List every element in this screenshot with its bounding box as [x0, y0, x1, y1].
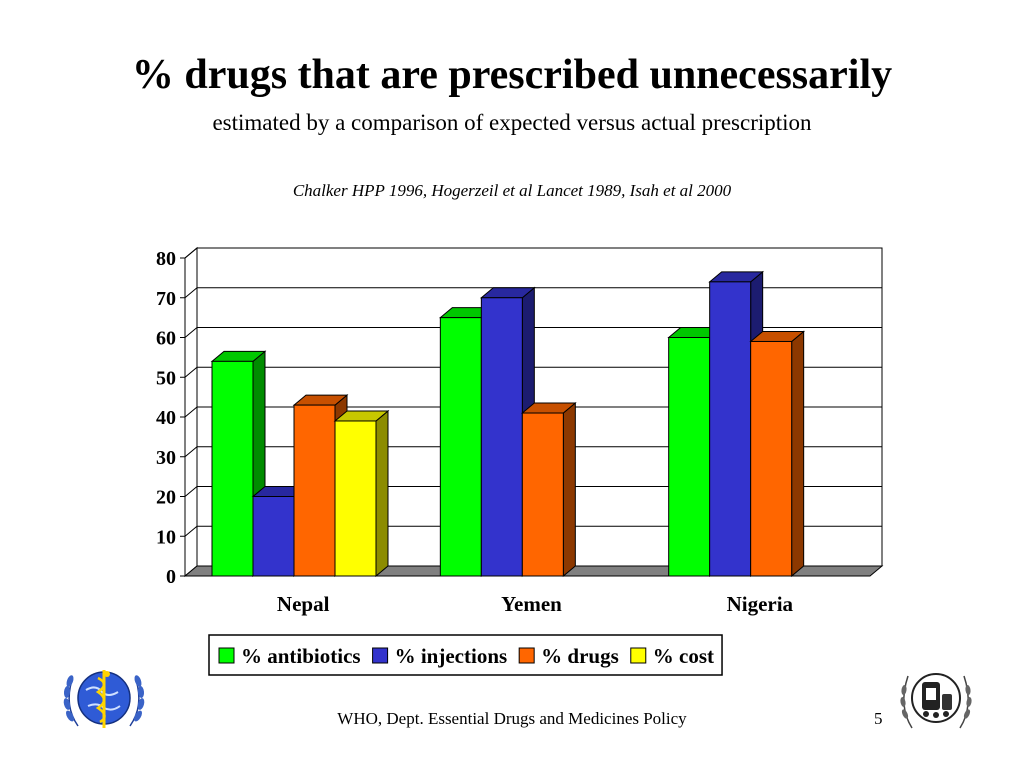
y-tick-label: 10 — [156, 526, 176, 548]
bar — [750, 340, 793, 577]
legend-label: % cost — [653, 644, 714, 668]
bar — [211, 360, 254, 577]
legend-label: % injections — [395, 644, 508, 668]
legend-label: % drugs — [541, 644, 619, 668]
y-tick-label: 30 — [156, 447, 176, 469]
gridline — [184, 406, 882, 418]
x-tick-label: Nigeria — [727, 592, 794, 616]
y-tick-label: 70 — [156, 288, 176, 310]
y-tick-label: 40 — [156, 407, 176, 429]
bar — [480, 297, 523, 577]
bar-side — [791, 330, 805, 578]
bar — [668, 337, 711, 577]
y-tick-label: 0 — [166, 566, 176, 588]
gridline — [184, 525, 882, 537]
bar — [709, 281, 752, 577]
who-emblem-icon — [63, 670, 145, 728]
gridline — [184, 247, 882, 259]
bar — [334, 420, 377, 577]
bar — [521, 412, 564, 577]
y-tick-label: 60 — [156, 328, 176, 350]
essential-drugs-emblem-icon — [900, 673, 972, 729]
bar — [293, 404, 336, 577]
footer-text: WHO, Dept. Essential Drugs and Medicines… — [337, 709, 687, 728]
slide-subtitle: estimated by a comparison of expected ve… — [212, 110, 812, 135]
bar-side — [375, 409, 389, 578]
page-number: 5 — [874, 709, 883, 728]
legend-swatch — [218, 647, 235, 664]
x-tick-label: Yemen — [501, 592, 562, 616]
citation-text: Chalker HPP 1996, Hogerzeil et al Lancet… — [292, 181, 732, 200]
gridline — [184, 327, 882, 338]
legend-label: % antibiotics — [241, 644, 361, 668]
legend-swatch — [372, 647, 389, 664]
y-tick-label: 80 — [156, 248, 176, 270]
y-tick-label: 20 — [156, 487, 176, 509]
gridline — [184, 287, 882, 299]
x-tick-label: Nepal — [277, 592, 330, 616]
legend-swatch — [630, 647, 647, 664]
legend-swatch — [518, 647, 535, 664]
bar — [252, 496, 295, 577]
y-tick-label: 50 — [156, 367, 176, 389]
bar — [439, 317, 482, 577]
slide-title: % drugs that are prescribed unnecessaril… — [131, 52, 893, 98]
gridline — [184, 366, 882, 378]
gridline — [184, 446, 882, 458]
bar-side — [562, 401, 576, 578]
gridline — [184, 486, 882, 497]
